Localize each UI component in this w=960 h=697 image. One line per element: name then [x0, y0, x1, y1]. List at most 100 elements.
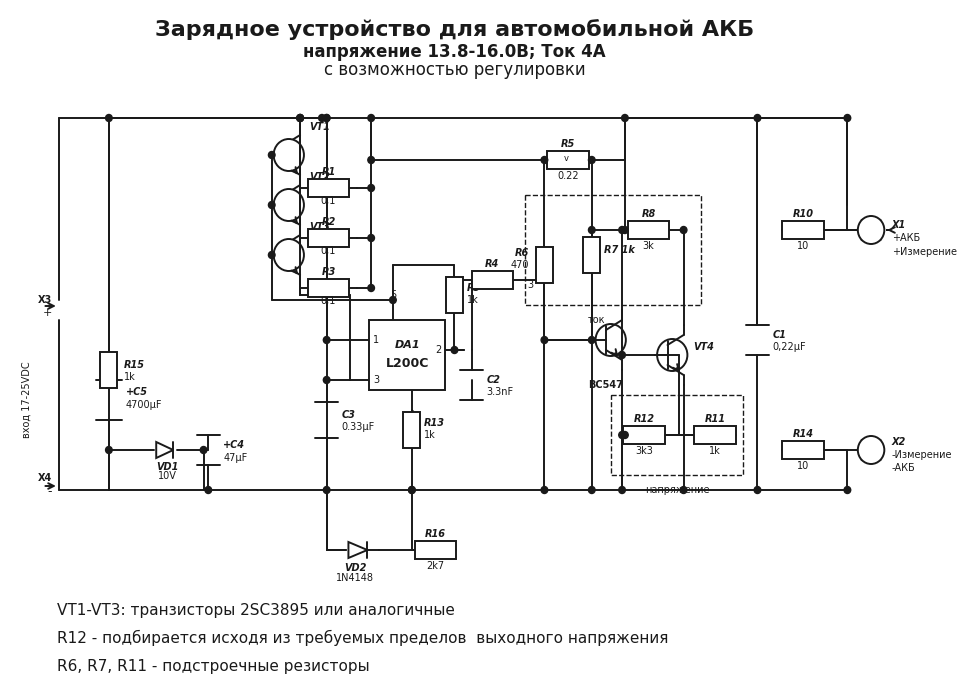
Circle shape: [681, 487, 687, 493]
Text: R3: R3: [322, 267, 336, 277]
Bar: [308, 229, 349, 247]
Circle shape: [619, 487, 625, 493]
Circle shape: [368, 234, 374, 241]
Text: R5: R5: [561, 139, 575, 149]
Circle shape: [390, 296, 396, 303]
Circle shape: [621, 227, 628, 233]
Bar: [782, 441, 824, 459]
Circle shape: [595, 324, 626, 356]
Circle shape: [588, 487, 595, 493]
Circle shape: [205, 487, 211, 493]
Circle shape: [324, 114, 330, 121]
Text: v: v: [564, 153, 568, 162]
Text: VT3: VT3: [310, 222, 330, 232]
Text: 2k7: 2k7: [426, 561, 444, 571]
Text: 3: 3: [527, 280, 534, 290]
Text: 3k: 3k: [642, 241, 655, 251]
Text: +: +: [42, 308, 52, 318]
Bar: [308, 179, 349, 197]
Text: 2: 2: [435, 345, 442, 355]
Bar: [101, 352, 117, 388]
Bar: [308, 279, 349, 297]
Circle shape: [588, 227, 595, 233]
Text: R1: R1: [322, 167, 336, 177]
Text: R8: R8: [641, 209, 656, 219]
Text: 470: 470: [511, 260, 529, 270]
Circle shape: [106, 114, 112, 121]
Text: 4: 4: [409, 410, 415, 420]
Bar: [370, 320, 445, 390]
Text: VD1: VD1: [156, 462, 179, 472]
Text: 47μF: 47μF: [224, 453, 248, 463]
Text: R7 1k: R7 1k: [604, 245, 635, 255]
Circle shape: [619, 351, 625, 358]
Text: напряжение: напряжение: [645, 485, 709, 495]
Circle shape: [319, 114, 325, 121]
Bar: [623, 426, 664, 444]
Text: ток: ток: [588, 315, 605, 325]
Circle shape: [368, 284, 374, 291]
Circle shape: [324, 114, 330, 121]
Circle shape: [657, 339, 687, 371]
Text: R6, R7, R11 - подстроечные резисторы: R6, R7, R11 - подстроечные резисторы: [57, 659, 370, 673]
Text: 3.3nF: 3.3nF: [487, 387, 514, 397]
Text: X4: X4: [37, 473, 52, 483]
Circle shape: [274, 189, 304, 221]
Text: R6: R6: [515, 248, 529, 258]
Circle shape: [541, 157, 548, 164]
Circle shape: [297, 114, 303, 121]
Text: R4: R4: [485, 259, 499, 269]
Circle shape: [755, 114, 760, 121]
Circle shape: [844, 487, 851, 493]
Text: -АКБ: -АКБ: [892, 463, 916, 473]
Circle shape: [451, 346, 458, 353]
Bar: [403, 412, 420, 448]
Text: 1k: 1k: [124, 372, 135, 382]
Text: X1: X1: [892, 220, 906, 230]
Text: 1k: 1k: [424, 430, 436, 440]
Circle shape: [619, 227, 625, 233]
Text: Зарядное устройство для автомобильной АКБ: Зарядное устройство для автомобильной АК…: [155, 20, 755, 40]
Text: DA1: DA1: [395, 340, 420, 350]
Text: вход 17-25VDC: вход 17-25VDC: [21, 362, 32, 438]
Bar: [611, 395, 743, 475]
Text: 1: 1: [372, 335, 379, 345]
Text: R2: R2: [322, 217, 336, 227]
Text: R15: R15: [124, 360, 145, 370]
Bar: [536, 247, 553, 283]
Text: 10: 10: [797, 461, 809, 471]
Bar: [525, 195, 701, 305]
Text: 0,1: 0,1: [321, 296, 336, 306]
Bar: [782, 221, 824, 239]
Text: C1: C1: [773, 330, 786, 340]
Circle shape: [409, 487, 415, 493]
Text: R9: R9: [467, 283, 481, 293]
Text: VD2: VD2: [344, 563, 367, 573]
Text: X2: X2: [892, 437, 906, 447]
Circle shape: [541, 337, 548, 344]
Circle shape: [274, 239, 304, 271]
Circle shape: [619, 431, 625, 438]
Text: C3: C3: [342, 410, 355, 420]
Circle shape: [269, 151, 276, 158]
Text: L200C: L200C: [386, 356, 429, 369]
Text: VT2: VT2: [310, 172, 330, 182]
Bar: [471, 271, 514, 289]
Text: VT1: VT1: [310, 122, 330, 132]
Text: R11: R11: [705, 414, 726, 424]
Text: +Измерение: +Измерение: [892, 247, 957, 257]
Circle shape: [297, 114, 303, 121]
Circle shape: [368, 157, 374, 164]
Text: BC547: BC547: [588, 380, 623, 390]
Text: 10V: 10V: [158, 471, 177, 481]
Text: +C5: +C5: [126, 387, 148, 397]
Circle shape: [681, 227, 687, 233]
Bar: [415, 541, 456, 559]
Circle shape: [297, 114, 303, 121]
Text: 0.22: 0.22: [558, 171, 579, 181]
Text: 10: 10: [797, 241, 809, 251]
Text: R13: R13: [424, 418, 445, 428]
Text: 1N4148: 1N4148: [336, 573, 374, 583]
Text: 1k: 1k: [709, 446, 721, 456]
Text: 4700μF: 4700μF: [126, 400, 162, 410]
